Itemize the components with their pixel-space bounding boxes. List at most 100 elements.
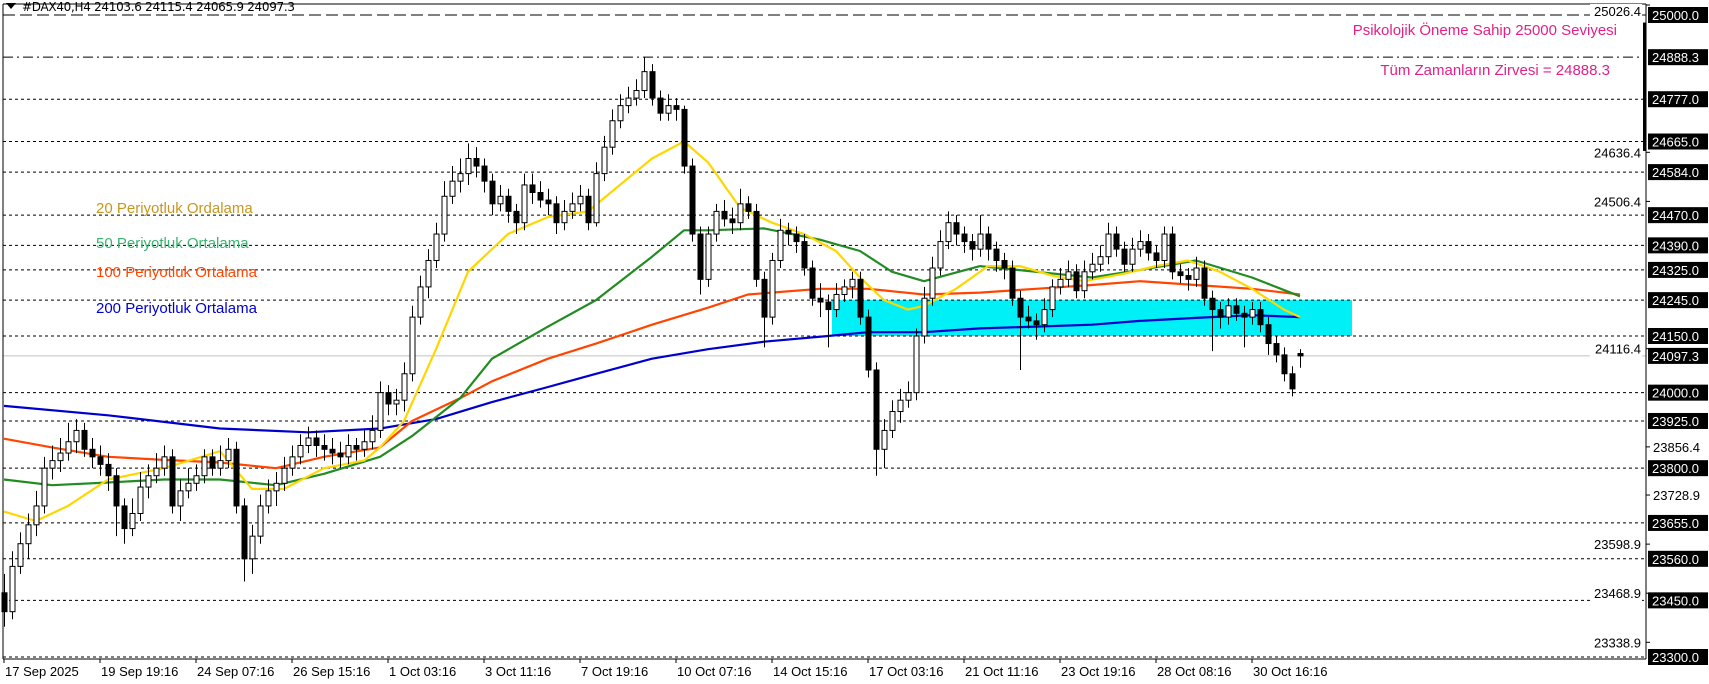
candle-body-bull <box>777 229 784 261</box>
candle-body-bull <box>9 565 16 613</box>
level-price-label-bg <box>1648 49 1708 66</box>
candle <box>785 222 792 246</box>
support-resistance-zone[interactable] <box>832 300 1352 336</box>
level-price-label: 23655.0 <box>1652 516 1699 531</box>
candle <box>145 464 152 499</box>
candle <box>737 188 744 231</box>
level-price-label: 24000.0 <box>1652 386 1699 401</box>
candle <box>769 252 776 325</box>
candle <box>1249 302 1256 325</box>
level-price-label: 23450.0 <box>1652 593 1699 608</box>
candle <box>81 422 88 457</box>
candle-body-bear <box>857 278 864 318</box>
candle <box>993 241 1000 272</box>
candle <box>225 437 232 469</box>
candle-body-bull <box>905 392 912 401</box>
candle <box>1065 260 1072 287</box>
level-price-label: 24584.0 <box>1652 165 1699 180</box>
price-tick-label: 24636.4 <box>1594 145 1641 160</box>
candle <box>945 211 952 250</box>
candle <box>1041 298 1048 333</box>
candle <box>241 498 248 582</box>
candle-body-bull <box>257 505 264 537</box>
candle <box>1209 290 1216 352</box>
level-price-label: 24150.0 <box>1652 329 1699 344</box>
ma200-line <box>3 314 1301 434</box>
candle <box>481 158 488 193</box>
candle-body-bear <box>753 210 760 280</box>
candle-body-bull <box>633 90 640 99</box>
candle-body-bear <box>1281 354 1288 375</box>
ma20-line <box>3 140 1301 523</box>
candle-body-bear <box>121 505 128 530</box>
level-price-label-bg <box>1648 328 1708 344</box>
candle-body-bull <box>65 441 72 454</box>
candle <box>497 184 504 212</box>
candle-body-bull <box>521 184 528 224</box>
candle-body-bear <box>761 278 768 318</box>
candle <box>249 524 256 574</box>
candle-body-bull <box>625 97 632 107</box>
candle-body-bull <box>161 456 168 469</box>
candle <box>1049 279 1056 318</box>
candle <box>1257 302 1264 333</box>
time-tick-label: 30 Oct 16:16 <box>1253 664 1327 679</box>
candle <box>561 200 568 231</box>
price-tick-label-bg <box>1590 145 1642 161</box>
candle <box>1217 302 1224 329</box>
price-tick-label-bg <box>1590 341 1642 357</box>
candle <box>529 173 536 204</box>
candle <box>473 147 480 178</box>
candle <box>121 498 128 544</box>
level-price-label-bg <box>1648 164 1708 181</box>
candle-body-bear <box>1201 267 1208 299</box>
candle <box>1273 336 1280 363</box>
candle <box>361 430 368 457</box>
level-price-label: 23560.0 <box>1652 552 1699 567</box>
candle <box>841 279 848 303</box>
candle-body-bear <box>801 241 808 269</box>
candle <box>33 490 40 537</box>
candle <box>761 271 768 348</box>
price-tick-label-bg <box>1590 4 1642 19</box>
candle <box>457 158 464 193</box>
candle-body-bull <box>1089 263 1096 273</box>
price-tick-label-bg <box>1590 537 1642 553</box>
candle <box>161 445 168 476</box>
candle-body-bear <box>1209 297 1216 311</box>
candle-body-bear <box>1 592 8 613</box>
candle-body-bull <box>937 241 944 269</box>
level-price-label-bg <box>1648 649 1708 665</box>
candle <box>105 453 112 491</box>
candle <box>1145 234 1152 261</box>
candle-body-bull <box>433 233 440 261</box>
candle <box>825 294 832 348</box>
candle-body-bull <box>705 233 712 280</box>
candle-body-bull <box>185 482 192 492</box>
candle <box>601 135 608 182</box>
candle-body-bull <box>297 445 304 458</box>
candle-body-bear <box>473 158 480 167</box>
candle-body-bear <box>529 184 536 193</box>
candle-body-bull <box>833 293 840 311</box>
candle <box>1009 260 1016 306</box>
candle <box>465 143 472 185</box>
candle-body-bull <box>401 373 408 401</box>
candle <box>513 203 520 235</box>
candle <box>625 86 632 114</box>
candle-body-bear <box>313 437 320 447</box>
candle <box>1233 298 1240 321</box>
candle-body-bull <box>641 71 648 92</box>
chart-menu-triangle-icon[interactable] <box>6 3 16 9</box>
level-price-label-bg <box>1648 514 1708 531</box>
candle-body-bear <box>985 233 992 250</box>
level-price-label-bg <box>1648 133 1708 150</box>
candle <box>129 498 136 537</box>
candle-body-bull <box>449 180 456 197</box>
candle <box>801 234 808 276</box>
candle-body-bull <box>41 467 48 507</box>
candle-body-bull <box>457 173 464 182</box>
candle <box>617 94 624 129</box>
candle-body-bear <box>1033 320 1040 326</box>
